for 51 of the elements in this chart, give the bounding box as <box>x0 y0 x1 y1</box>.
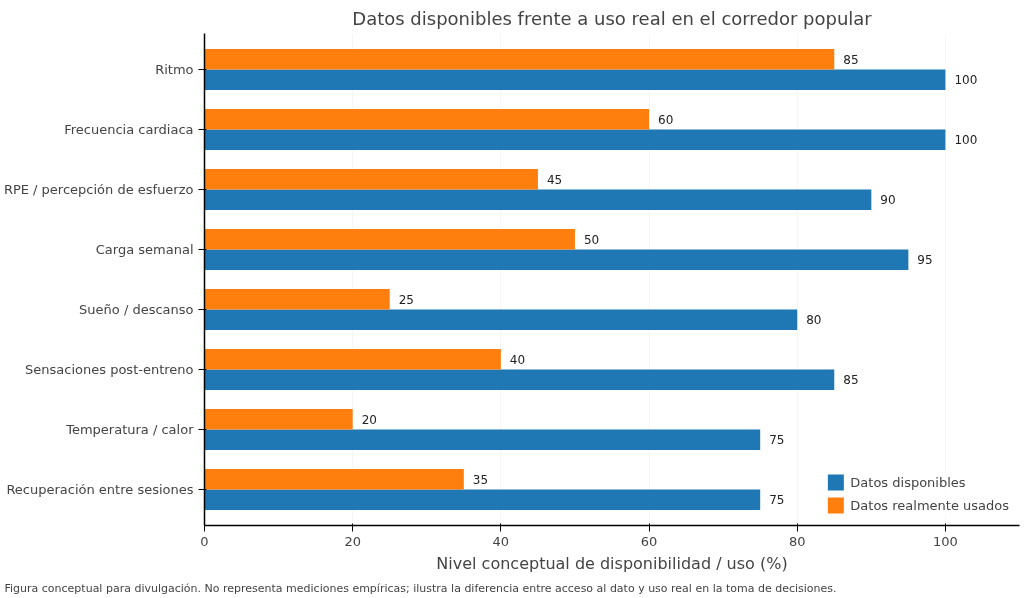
x-axis-title: Nivel conceptual de disponibilidad / uso (%) <box>436 553 788 573</box>
data-label: 45 <box>546 172 563 187</box>
x-tick-label: 100 <box>933 533 958 549</box>
y-tick-label: Recuperación entre sesiones <box>6 482 194 497</box>
bar <box>204 469 464 490</box>
legend-label: Datos realmente usados <box>850 497 1009 513</box>
x-tick-label: 20 <box>344 533 361 549</box>
data-label: 75 <box>769 433 785 448</box>
bar <box>204 169 538 190</box>
chart-title: Datos disponibles frente a uso real en el corredor popular <box>352 7 873 29</box>
bar <box>204 129 946 150</box>
bar <box>204 49 835 70</box>
data-label: 40 <box>509 352 526 367</box>
y-tick-label: Sueño / descanso <box>79 302 194 317</box>
data-label: 20 <box>361 412 377 427</box>
bar <box>204 349 501 370</box>
bar <box>204 289 390 310</box>
bar <box>204 109 650 130</box>
legend-label: Datos disponibles <box>850 474 966 490</box>
bar <box>204 309 798 330</box>
bar <box>204 249 909 270</box>
y-tick-label: Frecuencia cardiaca <box>64 122 194 137</box>
bar <box>204 229 575 250</box>
y-tick-label: Carga semanal <box>95 242 194 257</box>
data-label: 85 <box>843 373 859 388</box>
bar <box>204 369 835 390</box>
bar <box>204 409 353 430</box>
x-tick-label: 80 <box>788 533 806 549</box>
y-tick-label: Sensaciones post-entreno <box>25 362 194 377</box>
bar <box>204 189 872 210</box>
text: Figura conceptual para divulgación. No representa mediciones empíricas; ilustra la diferencia entre acceso al dato y uso real en la toma de decisiones. <box>4 581 837 595</box>
x-tick-label: 60 <box>640 533 658 549</box>
data-label: 75 <box>769 493 785 508</box>
data-label: 25 <box>398 292 415 307</box>
x-tick-label: 40 <box>492 533 510 549</box>
data-label: 85 <box>843 52 859 67</box>
data-label: 50 <box>583 232 600 247</box>
y-tick-label: Ritmo <box>155 62 194 77</box>
data-label: 100 <box>954 73 978 88</box>
bar <box>204 69 946 90</box>
data-label: 100 <box>954 133 978 148</box>
data-label: 60 <box>658 112 674 127</box>
x-tick-label: 0 <box>200 533 209 549</box>
data-label: 80 <box>806 313 822 328</box>
data-label: 35 <box>472 472 489 487</box>
bar <box>204 429 761 450</box>
data-label: 95 <box>917 253 933 268</box>
bar <box>204 489 761 510</box>
y-tick-label: RPE / percepción de esfuerzo <box>3 182 194 197</box>
data-label: 90 <box>880 193 896 208</box>
y-tick-label: Temperatura / calor <box>65 422 195 437</box>
